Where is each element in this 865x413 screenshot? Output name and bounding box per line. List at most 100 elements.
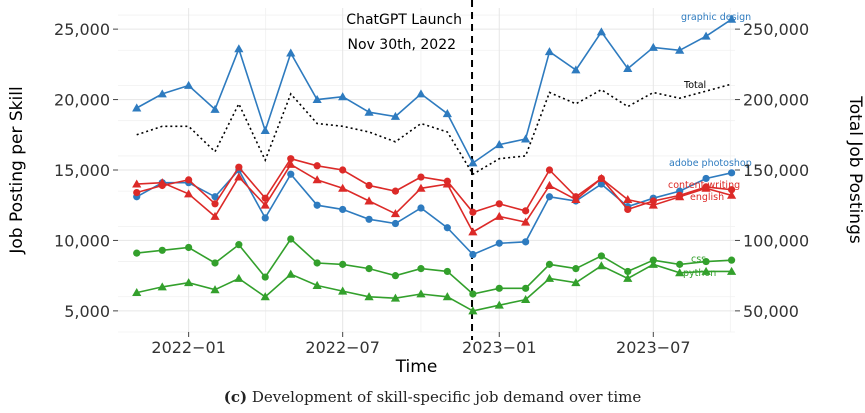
point-python: [338, 286, 348, 295]
point-python: [286, 269, 296, 278]
point-graphic-design: [571, 65, 581, 74]
series-label-css: css: [691, 254, 706, 265]
point-adobe-photoshop: [702, 174, 710, 183]
point-english: [648, 200, 658, 209]
point-css: [545, 260, 554, 268]
point-css: [365, 265, 373, 273]
point-graphic-design: [312, 94, 322, 104]
point-adobe-photoshop: [443, 224, 451, 232]
series-label-english: english: [690, 192, 724, 203]
point-english: [468, 227, 478, 236]
point-content-writing: [185, 176, 193, 184]
series-label-adobe-photoshop: adobe photoshop: [669, 158, 752, 169]
point-python: [726, 266, 737, 275]
point-adobe-photoshop: [545, 193, 554, 201]
point-english: [416, 183, 426, 192]
point-content-writing: [287, 155, 295, 163]
point-adobe-photoshop: [339, 205, 347, 214]
point-python: [701, 266, 711, 275]
point-english: [390, 209, 401, 218]
point-adobe-photoshop: [495, 239, 503, 247]
point-python: [544, 273, 555, 282]
series-label-python: python: [683, 268, 716, 279]
y-right-tick-label: 50,000: [743, 302, 799, 321]
point-graphic-design: [364, 107, 374, 116]
point-english: [544, 180, 555, 189]
y-left-tick-label: 25,000: [54, 20, 110, 39]
point-graphic-design: [442, 109, 452, 118]
series-line-total: [136, 83, 732, 176]
point-adobe-photoshop: [417, 204, 425, 212]
point-content-writing: [495, 200, 503, 208]
point-css: [158, 246, 166, 254]
point-python: [468, 306, 478, 315]
point-css: [417, 265, 425, 273]
point-content-writing: [365, 181, 373, 190]
point-css: [287, 235, 295, 243]
point-content-writing: [391, 187, 400, 195]
series-line-english: [136, 163, 732, 234]
point-adobe-photoshop: [522, 238, 530, 246]
point-adobe-photoshop: [313, 201, 321, 209]
point-python: [210, 285, 220, 294]
point-english: [132, 179, 142, 188]
point-css: [572, 265, 580, 273]
chatgpt-launch-marker: ChatGPT Launch Nov 30th, 2022: [346, 0, 474, 340]
point-css: [261, 273, 269, 281]
point-adobe-photoshop: [727, 169, 736, 177]
point-english: [364, 196, 374, 205]
point-adobe-photoshop: [391, 219, 400, 228]
point-graphic-design: [701, 31, 711, 40]
point-graphic-design: [675, 45, 685, 54]
y-right-tick-label: 150,000: [743, 161, 809, 180]
y-right-tick-label: 200,000: [743, 91, 809, 110]
point-graphic-design: [286, 48, 296, 57]
point-css: [211, 259, 219, 267]
series-label-graphic-design: graphic design: [681, 12, 751, 23]
point-content-writing: [261, 194, 269, 202]
series-labels: graphic design Total adobe photoshop conten…: [668, 12, 752, 279]
x-axis-title: Time: [395, 357, 438, 377]
point-english: [442, 179, 452, 188]
launch-label-title: ChatGPT Launch: [346, 12, 462, 28]
point-css: [391, 272, 400, 280]
point-adobe-photoshop: [597, 180, 605, 188]
point-python: [521, 295, 531, 304]
point-english: [184, 189, 194, 198]
point-english: [338, 183, 348, 192]
point-css: [469, 290, 477, 298]
point-graphic-design: [468, 158, 478, 167]
series-label-content-writing: content writing: [668, 180, 740, 191]
point-css: [495, 284, 503, 292]
point-graphic-design: [184, 80, 194, 89]
point-css: [443, 267, 451, 276]
point-python: [390, 293, 401, 302]
point-adobe-photoshop: [287, 170, 295, 178]
y-right-tick-label: 100,000: [743, 231, 809, 250]
point-graphic-design: [648, 42, 658, 51]
point-python: [623, 273, 633, 282]
point-python: [596, 261, 606, 270]
point-css: [597, 252, 605, 260]
point-python: [364, 292, 374, 301]
point-content-writing: [624, 205, 632, 214]
point-css: [313, 259, 321, 267]
point-english: [494, 211, 504, 220]
point-graphic-design: [157, 89, 167, 98]
point-python: [648, 259, 658, 268]
point-graphic-design: [390, 111, 401, 120]
point-content-writing: [727, 186, 736, 194]
point-content-writing: [235, 163, 243, 171]
point-python: [132, 287, 142, 297]
point-english: [312, 175, 322, 184]
point-content-writing: [313, 162, 321, 170]
point-content-writing: [339, 166, 347, 174]
y-left-tick-label: 10,000: [54, 231, 110, 250]
point-python: [494, 300, 504, 309]
caption-text: Development of skill-specific job demand…: [251, 388, 642, 406]
series-lines: [132, 14, 737, 315]
point-english: [675, 192, 685, 201]
point-python: [234, 273, 244, 282]
point-css: [339, 260, 347, 268]
point-graphic-design: [234, 44, 244, 53]
